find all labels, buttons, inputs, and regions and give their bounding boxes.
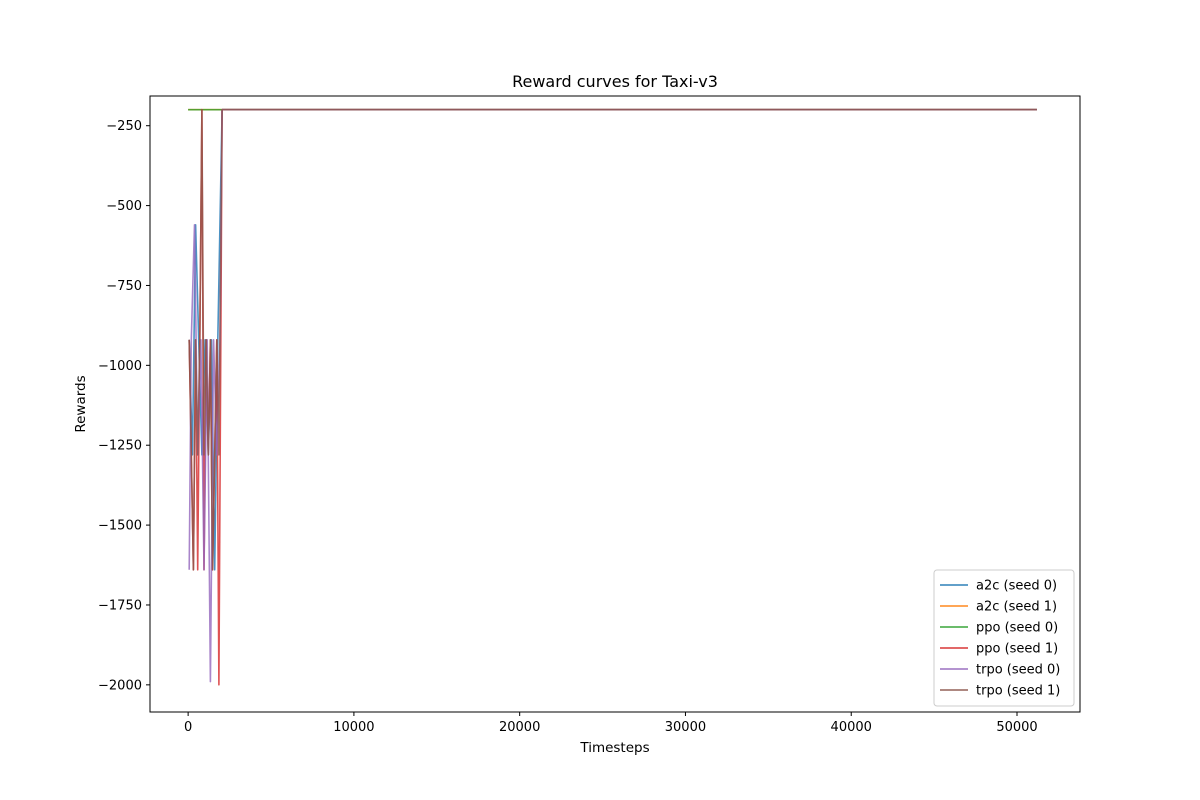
legend-label-0: a2c (seed 0) (976, 579, 1057, 594)
y-axis: −250 −500 −750 −1000 −1250 −1500 −1750 −2000 (98, 119, 150, 693)
legend-label-5: trpo (seed 1) (976, 684, 1060, 699)
x-tick-label-4: 40000 (831, 720, 872, 735)
legend-label-2: ppo (seed 0) (976, 621, 1058, 636)
x-axis: 0 10000 20000 30000 40000 50000 (184, 712, 1038, 735)
x-tick-label-1: 10000 (333, 720, 374, 735)
y-tick-label-1: −500 (106, 199, 142, 214)
legend-label-1: a2c (seed 1) (976, 600, 1057, 615)
series-layer (188, 108, 1037, 686)
plot-area (149, 95, 1081, 713)
x-axis-label: Timesteps (579, 740, 649, 756)
x-tick-label-0: 0 (184, 720, 192, 735)
legend-label-4: trpo (seed 0) (976, 663, 1060, 678)
x-tick-label-3: 30000 (665, 720, 706, 735)
y-tick-label-2: −750 (106, 279, 142, 294)
plot-background (150, 96, 1080, 712)
y-tick-label-6: −1750 (98, 598, 142, 613)
series-line-5 (188, 108, 1037, 571)
chart-title: Reward curves for Taxi-v3 (512, 72, 718, 91)
legend-box (933, 569, 1075, 707)
y-tick-label-4: −1250 (98, 439, 142, 454)
y-tick-label-0: −250 (106, 119, 142, 134)
y-tick-label-5: −1500 (98, 519, 142, 534)
legend: a2c (seed 0) a2c (seed 1) ppo (seed 0) ppo … (933, 569, 1075, 707)
y-tick-label-7: −2000 (98, 678, 142, 693)
y-axis-label: Rewards (73, 375, 89, 432)
x-tick-label-2: 20000 (499, 720, 540, 735)
x-tick-label-5: 50000 (996, 720, 1037, 735)
y-tick-label-3: −1000 (98, 359, 142, 374)
plot-frame (149, 95, 1081, 713)
legend-label-3: ppo (seed 1) (976, 642, 1058, 657)
